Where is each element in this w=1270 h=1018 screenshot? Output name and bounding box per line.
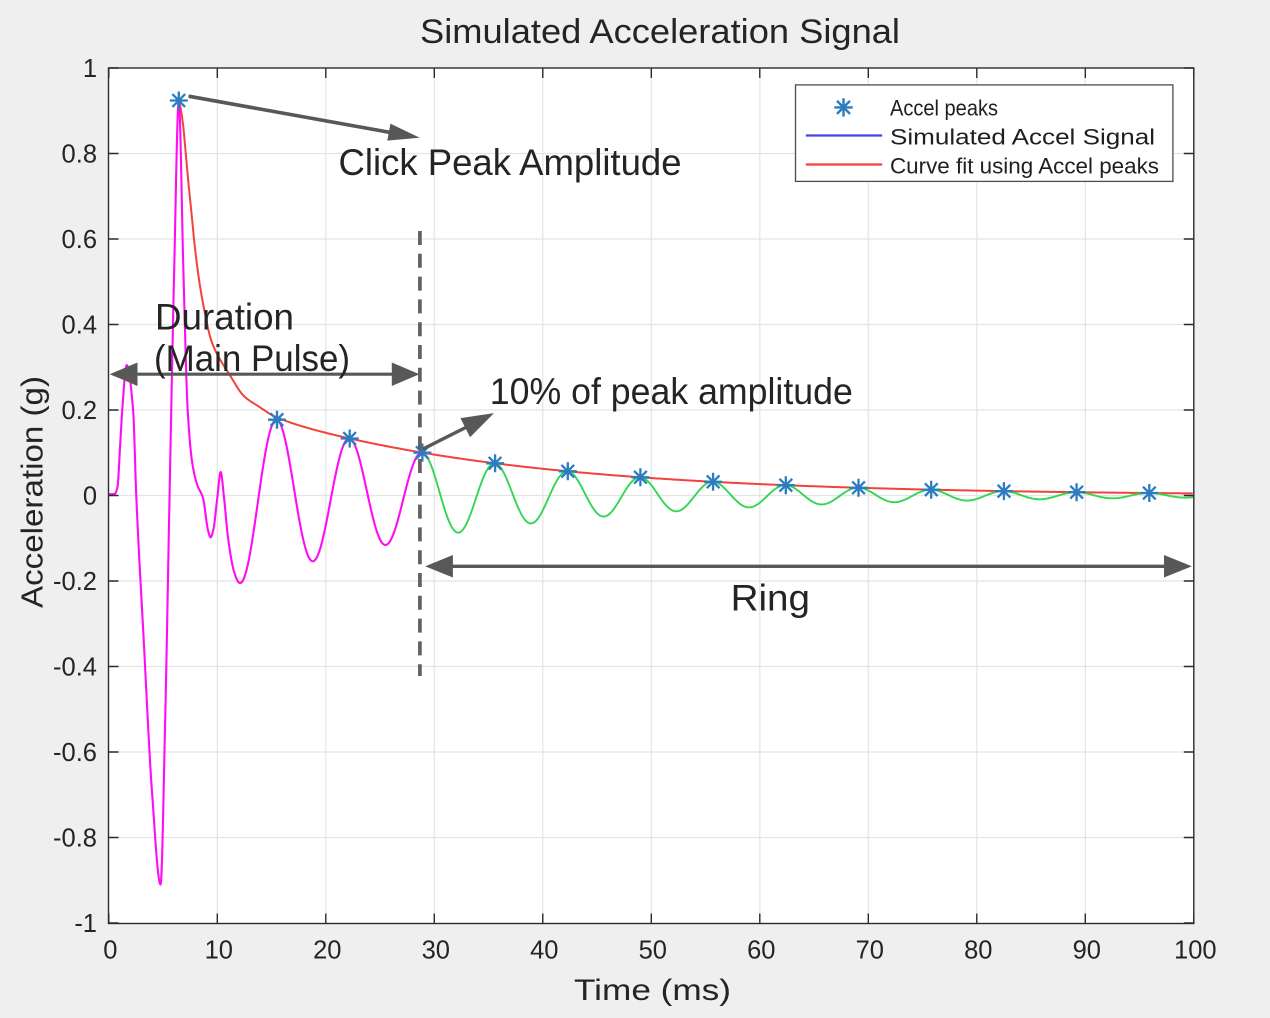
svg-text:-1: -1: [74, 910, 97, 938]
svg-text:10% of peak amplitude: 10% of peak amplitude: [490, 371, 853, 412]
svg-text:Accel peaks: Accel peaks: [890, 96, 998, 121]
svg-text:90: 90: [1073, 937, 1101, 965]
svg-text:Ring: Ring: [731, 578, 810, 619]
svg-text:0.6: 0.6: [62, 226, 97, 254]
svg-text:0.8: 0.8: [62, 141, 97, 169]
svg-text:-0.2: -0.2: [53, 568, 97, 596]
svg-text:Acceleration (g): Acceleration (g): [15, 376, 50, 608]
svg-text:0: 0: [103, 937, 117, 965]
svg-text:10: 10: [205, 937, 233, 965]
svg-text:60: 60: [747, 937, 775, 965]
svg-text:-0.6: -0.6: [53, 739, 97, 767]
svg-text:Time (ms): Time (ms): [574, 974, 731, 1007]
svg-text:40: 40: [530, 937, 558, 965]
svg-text:Click Peak Amplitude: Click Peak Amplitude: [339, 142, 682, 183]
svg-text:Curve fit using Accel peaks: Curve fit using Accel peaks: [890, 154, 1159, 179]
svg-text:(Main Pulse): (Main Pulse): [154, 338, 350, 379]
svg-text:80: 80: [964, 937, 992, 965]
svg-text:20: 20: [313, 937, 341, 965]
svg-text:Simulated Accel Signal: Simulated Accel Signal: [890, 125, 1155, 150]
svg-text:50: 50: [639, 937, 667, 965]
svg-text:-0.4: -0.4: [53, 654, 97, 682]
svg-text:30: 30: [422, 937, 450, 965]
svg-text:70: 70: [856, 937, 884, 965]
svg-text:100: 100: [1174, 937, 1217, 965]
svg-text:0.4: 0.4: [62, 312, 97, 340]
svg-text:1: 1: [83, 55, 97, 83]
svg-text:Duration: Duration: [155, 297, 294, 338]
svg-text:0: 0: [83, 483, 97, 511]
svg-text:0.2: 0.2: [62, 397, 97, 425]
svg-text:-0.8: -0.8: [53, 825, 97, 853]
svg-text:Simulated Acceleration Signal: Simulated Acceleration Signal: [420, 13, 900, 51]
